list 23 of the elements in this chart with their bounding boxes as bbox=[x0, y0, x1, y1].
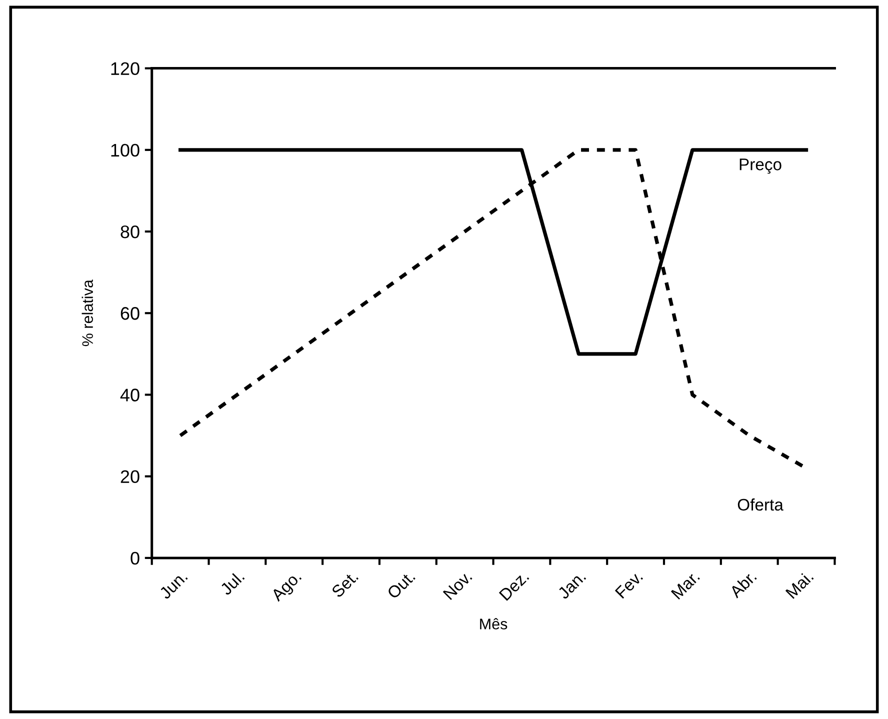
x-tick-label: Mar. bbox=[670, 570, 700, 600]
y-tick-label: 0 bbox=[130, 552, 140, 565]
x-tick-label: Dez. bbox=[498, 570, 530, 601]
x-tick-label: Fev. bbox=[614, 570, 644, 599]
x-tick-label: Jul. bbox=[219, 570, 245, 596]
x-tick-label: Abr. bbox=[728, 570, 757, 599]
text: Oferta bbox=[738, 498, 784, 511]
y-axis-title: % relativa bbox=[82, 280, 94, 346]
x-tick-label: Mai. bbox=[784, 570, 814, 600]
y-tick-label: 60 bbox=[120, 307, 140, 320]
x-tick-label: Nov. bbox=[442, 570, 472, 600]
y-tick-label: 20 bbox=[120, 470, 140, 484]
y-tick-label: 100 bbox=[111, 144, 140, 157]
x-tick-label: Jun. bbox=[158, 570, 188, 600]
x-tick-label: Out. bbox=[386, 570, 416, 600]
y-tick-label: 120 bbox=[111, 62, 140, 76]
y-tick-label: 80 bbox=[120, 225, 140, 238]
x-tick-label: Ago. bbox=[270, 570, 304, 604]
series-label: Preço bbox=[740, 158, 782, 174]
x-tick-label: Jan. bbox=[556, 570, 586, 600]
x-tick-label: Set. bbox=[330, 570, 359, 598]
y-tick-label: 40 bbox=[120, 388, 140, 402]
x-axis-title: Mês bbox=[480, 618, 508, 630]
